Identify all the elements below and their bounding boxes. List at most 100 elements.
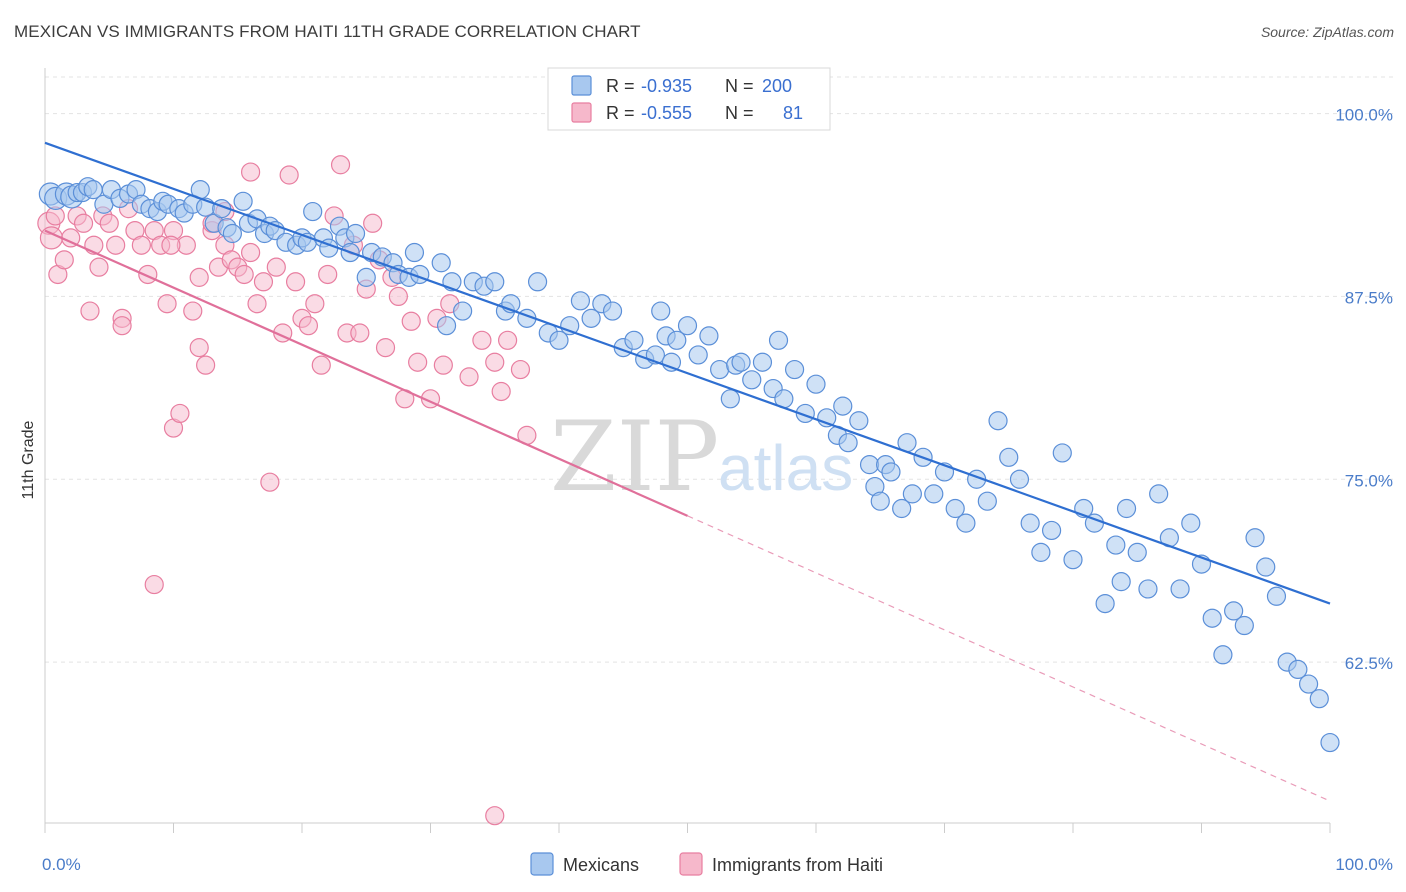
y-tick-label-3: 62.5% bbox=[1345, 654, 1393, 673]
mexicans-point bbox=[1052, 443, 1072, 463]
y-tick-label-0: 100.0% bbox=[1335, 106, 1393, 125]
y-tick-label-2: 75.0% bbox=[1345, 471, 1393, 490]
mexicans-point bbox=[549, 330, 569, 350]
mexicans-point bbox=[838, 433, 858, 453]
haiti-point bbox=[498, 330, 518, 350]
mexicans-point bbox=[233, 191, 253, 211]
legend-swatch-mexicans bbox=[571, 75, 592, 96]
haiti-point bbox=[89, 257, 109, 277]
mexicans-point bbox=[1116, 498, 1137, 519]
mexicans-point bbox=[1095, 593, 1115, 614]
mexicans-point bbox=[924, 484, 944, 504]
haiti-point bbox=[459, 367, 479, 387]
haiti-point bbox=[234, 264, 254, 285]
legend-r-label-mexicans: R = bbox=[606, 76, 635, 96]
bottom-legend-label-mexicans: Mexicans bbox=[563, 855, 639, 875]
mexicans-point bbox=[699, 326, 719, 346]
haiti-point bbox=[241, 242, 261, 263]
mexicans-point bbox=[1224, 601, 1244, 621]
x-tick-label-1: 100.0% bbox=[1335, 855, 1393, 874]
mexicans-point bbox=[806, 374, 826, 394]
y-axis-title: 11th Grade bbox=[20, 420, 37, 499]
mexicans-point bbox=[222, 223, 242, 244]
mexicans-point bbox=[988, 411, 1008, 431]
mexicans-point bbox=[356, 267, 376, 287]
legend-r-label-haiti: R = bbox=[606, 103, 635, 123]
mexicans-point bbox=[651, 301, 671, 321]
legend-n-value-mexicans: 200 bbox=[762, 76, 792, 96]
legend: R = -0.935 N = 200 R = -0.555 N = 81 bbox=[547, 67, 831, 131]
haiti-point bbox=[318, 264, 338, 285]
haiti-point bbox=[408, 352, 428, 372]
mexicans-point bbox=[1181, 513, 1201, 533]
mexicans-point bbox=[1009, 469, 1030, 489]
haiti-point bbox=[99, 213, 119, 233]
mexicans-point bbox=[784, 359, 805, 380]
haiti-point bbox=[196, 355, 216, 375]
mexicans-point bbox=[404, 242, 425, 263]
mexicans-point bbox=[833, 396, 853, 416]
mexicans-point bbox=[527, 272, 548, 292]
tick-labels: 100.0% 87.5% 75.0% 62.5% 0.0% 100.0% bbox=[42, 106, 1393, 874]
haiti-point bbox=[157, 294, 177, 314]
mexicans-point bbox=[1298, 674, 1319, 694]
legend-box bbox=[547, 67, 831, 131]
haiti-point bbox=[106, 235, 126, 255]
mexicans-point bbox=[849, 411, 869, 431]
legend-r-value-mexicans: -0.935 bbox=[641, 76, 692, 96]
mexicans-point bbox=[1245, 528, 1265, 548]
bottom-legend-swatch-mexicans bbox=[530, 852, 554, 876]
mexicans-point bbox=[731, 352, 751, 372]
mexicans-point bbox=[945, 498, 965, 519]
haiti-point bbox=[80, 301, 100, 321]
watermark: ZIP atlas bbox=[550, 401, 853, 513]
mexicans-point bbox=[1020, 513, 1040, 533]
legend-swatch-haiti bbox=[571, 102, 592, 123]
legend-n-label-mexicans: N = bbox=[725, 76, 754, 96]
mexicans-point bbox=[688, 345, 708, 365]
haiti-point bbox=[247, 294, 267, 314]
legend-n-value-haiti: 81 bbox=[783, 103, 803, 123]
mexicans-point bbox=[485, 272, 505, 292]
bottom-legend-label-haiti: Immigrants from Haiti bbox=[712, 855, 883, 875]
haiti-point bbox=[189, 338, 209, 358]
watermark-zip: ZIP bbox=[550, 401, 719, 513]
legend-r-value-haiti: -0.555 bbox=[641, 103, 692, 123]
haiti-point bbox=[170, 403, 190, 424]
mexicans-point bbox=[1111, 572, 1131, 592]
mexicans-point bbox=[303, 201, 323, 222]
mexicans-point bbox=[1106, 535, 1126, 555]
haiti-point bbox=[266, 257, 286, 277]
mexicans-point bbox=[1288, 659, 1308, 680]
haiti-point bbox=[433, 355, 453, 375]
mexicans-point bbox=[999, 447, 1019, 467]
mexicans-point bbox=[1320, 732, 1340, 753]
mexicans-point bbox=[1127, 542, 1147, 562]
mexicans-point bbox=[667, 330, 687, 350]
mexicans-point bbox=[624, 330, 644, 350]
haiti-point bbox=[161, 235, 181, 255]
mexicans-point bbox=[870, 491, 890, 511]
haiti-points bbox=[37, 155, 537, 826]
mexicans-point bbox=[752, 352, 773, 372]
haiti-point bbox=[285, 272, 306, 292]
haiti-point bbox=[112, 316, 132, 336]
mexicans-point bbox=[881, 462, 901, 482]
mexicans-point bbox=[1256, 557, 1276, 577]
legend-n-label-haiti: N = bbox=[725, 103, 754, 123]
haiti-point bbox=[73, 213, 94, 233]
haiti-point bbox=[350, 323, 370, 343]
mexicans-point bbox=[977, 491, 997, 511]
mexicans-point bbox=[742, 370, 762, 390]
haiti-point bbox=[54, 250, 74, 270]
mexicans-point bbox=[859, 455, 880, 475]
haiti-point bbox=[485, 352, 505, 372]
mexicans-point bbox=[1202, 608, 1222, 628]
watermark-atlas: atlas bbox=[718, 432, 853, 504]
mexicans-point bbox=[581, 308, 601, 328]
mexicans-point bbox=[710, 359, 730, 380]
bottom-legend-swatch-haiti bbox=[679, 852, 703, 876]
haiti-point bbox=[260, 472, 280, 492]
chart-title: MEXICAN VS IMMIGRANTS FROM HAITI 11TH GR… bbox=[14, 22, 641, 41]
